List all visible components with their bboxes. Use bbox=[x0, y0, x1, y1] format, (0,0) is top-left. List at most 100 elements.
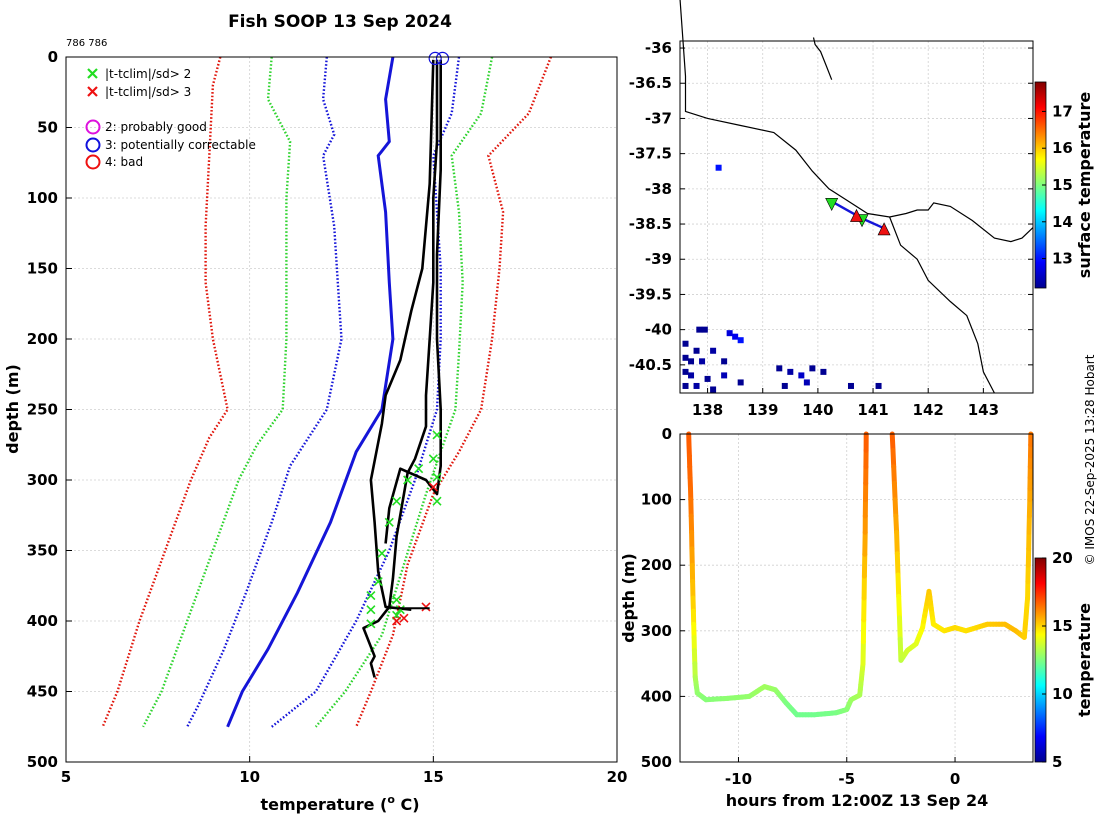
sst-cell bbox=[715, 164, 722, 171]
flag-x-green bbox=[377, 548, 387, 558]
profile-lines bbox=[362, 59, 442, 678]
sst-cell bbox=[693, 382, 700, 389]
ts-segment bbox=[893, 513, 900, 535]
map-xtick-label: 139 bbox=[747, 401, 778, 419]
clim-line-clim-mean bbox=[226, 56, 395, 728]
ts-cbar-tick-label: 20 bbox=[1052, 549, 1073, 567]
flag-x-green bbox=[392, 595, 402, 605]
profile-ytick-label: 50 bbox=[37, 119, 58, 137]
sst-cell bbox=[787, 368, 794, 375]
ts-ytick-label: 200 bbox=[641, 556, 672, 574]
sst-cell bbox=[693, 347, 700, 354]
ts-xtick-label: 0 bbox=[950, 770, 960, 788]
sst-cell bbox=[732, 333, 739, 340]
clim-line-clim-2sd bbox=[314, 56, 494, 728]
ts-cbar-tick-label: 15 bbox=[1052, 617, 1073, 635]
sst-cell bbox=[875, 382, 882, 389]
map-ytick-label: -36 bbox=[645, 39, 672, 57]
profile-ylabel: depth (m) bbox=[3, 364, 22, 454]
ts-ytick-label: 500 bbox=[641, 753, 672, 771]
timeseries-xlabel: hours from 12:00Z 13 Sep 24 bbox=[726, 791, 988, 810]
sst-cell bbox=[847, 382, 854, 389]
flag-x-green bbox=[414, 464, 424, 474]
ts-ytick-label: 400 bbox=[641, 687, 672, 705]
profile-xtick-label: 10 bbox=[239, 768, 260, 786]
sst-cell bbox=[737, 379, 744, 386]
legend-o-correctable: 3: potentially correctable bbox=[85, 137, 256, 153]
map-colorbar-label: surface temperature bbox=[1075, 92, 1094, 279]
sst-cell bbox=[809, 365, 816, 372]
sst-cell bbox=[710, 386, 717, 393]
ts-colorbar-label: temperature bbox=[1075, 603, 1094, 717]
profile-grid bbox=[65, 56, 618, 763]
sst-cell bbox=[721, 358, 728, 365]
flag-x-green bbox=[366, 591, 376, 601]
map-cbar-tick-label: 15 bbox=[1052, 176, 1073, 194]
track-marker-red bbox=[850, 208, 863, 222]
ts-segment bbox=[891, 464, 897, 486]
sst-cell bbox=[699, 358, 706, 365]
svg-text:4: bad: 4: bad bbox=[105, 155, 143, 169]
profile-ytick-label: 450 bbox=[27, 683, 58, 701]
sst-cell bbox=[701, 326, 708, 333]
sst-cell bbox=[710, 347, 717, 354]
map-ytick-label: -37 bbox=[645, 109, 672, 127]
track-marker-red bbox=[877, 222, 891, 236]
svg-text:|t-tclim|/sd> 3: |t-tclim|/sd> 3 bbox=[105, 85, 191, 99]
flag-x-green bbox=[432, 496, 442, 506]
ts-segment bbox=[890, 447, 897, 470]
map-xtick-label: 143 bbox=[968, 401, 999, 419]
sst-cell bbox=[704, 375, 711, 382]
profile-line-cast-C bbox=[369, 59, 435, 611]
sst-cell bbox=[696, 326, 703, 333]
flag-x-red bbox=[399, 613, 409, 623]
legend: |t-tclim|/sd> 2 |t-tclim|/sd> 3 2: proba… bbox=[85, 67, 256, 170]
profile-xtick-label: 20 bbox=[607, 768, 628, 786]
flag-x-green bbox=[366, 619, 376, 629]
sst-cells bbox=[682, 164, 882, 393]
timeseries-axes-box bbox=[679, 433, 1034, 763]
flag-x-red bbox=[428, 482, 438, 492]
clim-line-clim-1sd bbox=[186, 56, 343, 728]
ts-ytick-label: 300 bbox=[641, 622, 672, 640]
qc-flags bbox=[366, 51, 450, 629]
coastline-main bbox=[679, 0, 1034, 243]
sst-cell bbox=[803, 379, 810, 386]
sst-cell bbox=[682, 382, 689, 389]
legend-x-red: |t-tclim|/sd> 3 bbox=[87, 85, 191, 99]
ts-colorbar bbox=[1034, 557, 1047, 763]
credit-text: © IMOS 22-Sep-2025 13:28 Hobart bbox=[1083, 354, 1097, 565]
map-cbar-tick-label: 14 bbox=[1052, 213, 1073, 231]
flag-x-green bbox=[432, 430, 442, 440]
coastline bbox=[679, 0, 1034, 394]
ship-track bbox=[825, 198, 891, 236]
timeseries-panel: -10 -5 0 0 100 200 300 400 500 hours from 12:00Z… bbox=[619, 425, 1094, 810]
track-marker-green bbox=[825, 198, 839, 211]
shelf-line bbox=[889, 216, 995, 394]
legend-o-probably-good: 2: probably good bbox=[85, 119, 207, 135]
sst-cell bbox=[688, 372, 695, 379]
sst-cell bbox=[726, 330, 733, 337]
map-ytick-label: -38 bbox=[645, 180, 672, 198]
map-ytick-label: -40.5 bbox=[629, 356, 672, 374]
legend-o-bad: 4: bad bbox=[85, 154, 143, 170]
profile-xtick-label: 5 bbox=[61, 768, 71, 786]
profile-ytick-label: 200 bbox=[27, 330, 58, 348]
sst-cell bbox=[820, 368, 827, 375]
flag-x-green bbox=[403, 475, 413, 485]
timeseries-ylabel: depth (m) bbox=[619, 553, 638, 643]
ts-segment bbox=[889, 431, 896, 453]
map-cbar-tick-label: 13 bbox=[1052, 250, 1073, 268]
sst-cell bbox=[682, 340, 689, 347]
ts-segment bbox=[891, 480, 898, 503]
profile-ytick-label: 150 bbox=[27, 260, 58, 278]
map-xtick-label: 138 bbox=[692, 401, 723, 419]
ts-colorbar-ticks: 5 10 15 20 bbox=[1042, 549, 1073, 771]
flag-x-red bbox=[421, 602, 431, 612]
map-xtick-label: 141 bbox=[857, 401, 888, 419]
flag-x-green bbox=[373, 576, 383, 587]
sst-cell bbox=[776, 365, 783, 372]
